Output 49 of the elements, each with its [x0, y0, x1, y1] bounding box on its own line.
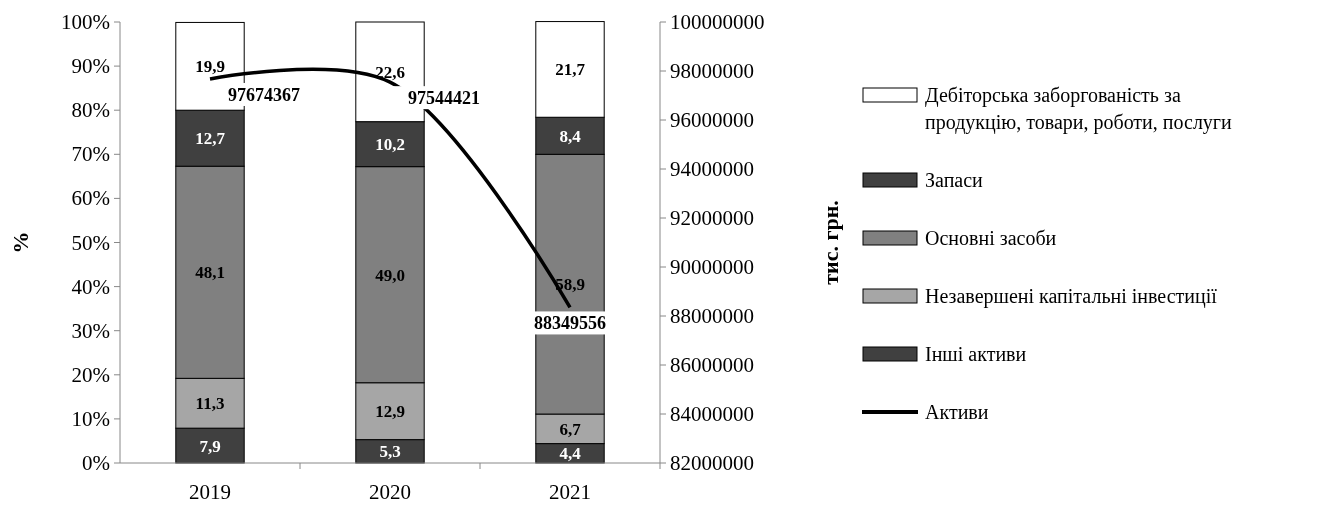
y2-tick-label: 90000000 — [670, 255, 754, 279]
legend-label: Інші активи — [925, 343, 1027, 365]
data-label: 88349556 — [534, 313, 606, 334]
data-label: 97674367 — [228, 84, 300, 105]
y-tick-label: 0% — [82, 451, 110, 475]
y-axis-title: % — [8, 231, 33, 254]
x-tick-label: 2019 — [189, 480, 231, 504]
data-label: 19,9 — [195, 57, 225, 77]
data-label: 7,9 — [199, 436, 221, 456]
y2-tick-label: 82000000 — [670, 451, 754, 475]
y-tick-label: 70% — [71, 142, 110, 167]
y2-tick-label: 96000000 — [670, 108, 754, 132]
x-tick-label: 2021 — [549, 480, 591, 504]
y-tick-label: 40% — [71, 274, 110, 299]
y-tick-label: 10% — [71, 406, 110, 431]
legend-label: Дебіторська заборгованість за продукцію, товари, роботи, послуги — [925, 84, 1233, 134]
data-label: 12,7 — [195, 129, 226, 149]
legend-label: Активи — [925, 401, 989, 423]
data-label: 8,4 — [559, 126, 582, 146]
data-label: 5,3 — [379, 442, 401, 462]
data-label: 97544421 — [408, 88, 480, 109]
y2-tick-label: 84000000 — [670, 402, 754, 426]
data-label: 49,0 — [375, 265, 405, 285]
y-tick-label: 50% — [71, 230, 110, 255]
y2-tick-label: 100000000 — [670, 10, 765, 34]
y2-tick-label: 88000000 — [670, 304, 754, 328]
data-label: 10,2 — [375, 135, 405, 155]
data-label: 11,3 — [195, 394, 225, 414]
data-label: 58,9 — [555, 275, 585, 295]
data-label: 12,9 — [375, 402, 405, 422]
x-tick-label: 2020 — [369, 480, 411, 504]
y2-tick-label: 92000000 — [670, 206, 754, 230]
legend-label: Незавершені капітальні інвестиції — [925, 285, 1218, 308]
legend-label: Запаси — [925, 169, 984, 191]
y-tick-label: 100% — [61, 10, 110, 34]
data-label: 21,7 — [555, 60, 586, 80]
y2-tick-label: 86000000 — [670, 353, 754, 377]
legend-label: Основні засоби — [925, 227, 1057, 249]
y-tick-label: 90% — [71, 54, 110, 79]
y-tick-label: 30% — [71, 318, 110, 343]
y2-tick-label: 98000000 — [670, 59, 754, 83]
data-label: 4,4 — [559, 444, 582, 464]
y-tick-label: 80% — [71, 98, 110, 123]
y2-tick-label: 94000000 — [670, 157, 754, 181]
y2-axis-title: тис. грн. — [818, 200, 843, 285]
y-tick-label: 20% — [71, 362, 110, 387]
data-label: 6,7 — [559, 419, 582, 439]
data-label: 48,1 — [195, 263, 225, 283]
y-tick-label: 60% — [71, 186, 110, 211]
